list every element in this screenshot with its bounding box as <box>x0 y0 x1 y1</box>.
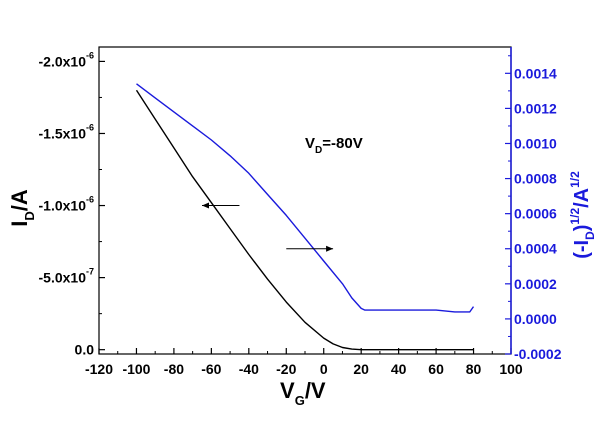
left-y-tick-label: -1.0x10-6 <box>39 195 95 214</box>
right-y-title-part5: 1/2 <box>568 171 582 188</box>
right-y-title-part0: (-I <box>571 240 593 259</box>
x-tick-label: -40 <box>239 361 259 377</box>
right-y-tick-label: 0.0014 <box>514 65 557 81</box>
x-tick-label: -20 <box>276 361 296 377</box>
x-tick-label: 0 <box>320 361 328 377</box>
left-y-tick-label: -2.0x10-6 <box>39 50 95 69</box>
left-y-tick-label: -1.5x10-6 <box>39 122 95 141</box>
right-y-axis-title: (-ID)1/2/A1/2 <box>568 171 597 259</box>
right-y-title-part4: /A <box>571 188 593 208</box>
left-y-title-suffix: /A <box>7 189 32 211</box>
right-y-tick-label: 0.0010 <box>514 135 557 151</box>
x-tick-label: -120 <box>85 361 113 377</box>
annotation-sub: D <box>315 145 322 156</box>
right-y-title-part2: ) <box>571 225 593 232</box>
series-sqrt-current-line <box>136 83 475 313</box>
x-tick-label: -60 <box>201 361 221 377</box>
right-y-tick-label: 0.0008 <box>514 171 557 187</box>
left-y-tick-label: -5.0x10-7 <box>39 267 95 286</box>
left-y-title-sub: D <box>22 211 37 220</box>
series-drain-current-line <box>135 89 474 351</box>
plot-frame <box>98 46 512 355</box>
x-tick-label: -80 <box>164 361 184 377</box>
arrow-left-head <box>202 202 209 209</box>
x-tick-label: 80 <box>466 361 482 377</box>
arrow-right-head <box>326 245 334 252</box>
right-y-tick-label: 0.0002 <box>514 276 557 292</box>
x-tick-label: 40 <box>391 361 407 377</box>
annotation-vd: VD=-80V <box>305 135 363 156</box>
x-tick-label: 100 <box>499 361 523 377</box>
x-title-sub: G <box>295 393 305 408</box>
right-y-tick-label: 0.0000 <box>514 311 557 327</box>
left-y-title-main: I <box>7 221 32 227</box>
right-y-tick-label: 0.0004 <box>514 241 557 257</box>
annotation-suffix: =-80V <box>322 135 362 152</box>
x-axis: -120 -100 -80 -60 -40 -20 0 20 40 60 80 100 <box>85 348 523 377</box>
series-layer <box>135 83 475 351</box>
x-title-main: V <box>280 378 295 403</box>
right-y-axis: -0.0002 0.0000 0.0002 0.0004 0.0006 0.0008 0.0… <box>505 47 562 362</box>
left-y-axis-title: ID/A <box>7 189 37 227</box>
x-tick-label: 60 <box>428 361 444 377</box>
right-y-tick-label: -0.0002 <box>514 346 562 362</box>
right-y-title-part1: D <box>583 231 597 240</box>
x-title-suffix: /V <box>305 378 326 403</box>
right-y-tick-label: 0.0006 <box>514 206 557 222</box>
left-y-tick-label: 0.0 <box>75 342 95 358</box>
annotation-main: V <box>305 135 315 152</box>
left-y-axis: 0.0 -5.0x10-7 -1.0x10-6 -1.5x10-6 -2.0x10-6 <box>39 50 105 358</box>
arrow-layer <box>202 202 334 252</box>
right-y-title-part3: 1/2 <box>568 208 582 225</box>
x-axis-title: VG/V <box>280 378 326 408</box>
right-y-tick-label: 0.0012 <box>514 100 557 116</box>
x-tick-label: -100 <box>122 361 150 377</box>
x-tick-label: 20 <box>353 361 369 377</box>
